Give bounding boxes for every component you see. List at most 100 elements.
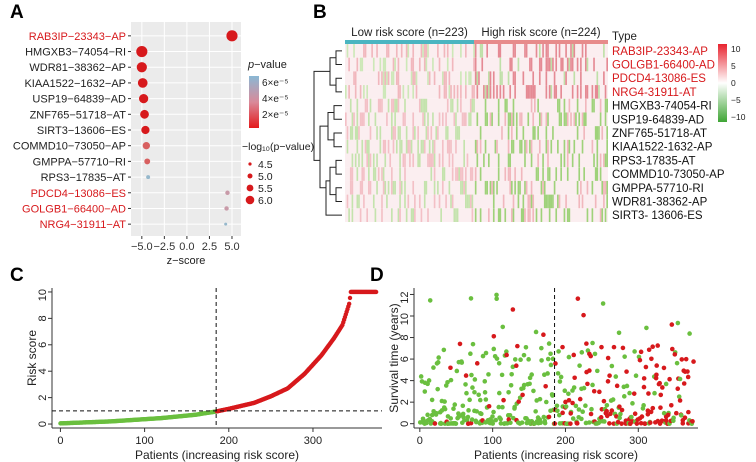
alive-point — [644, 325, 649, 331]
y-tick-label: 8 — [399, 335, 411, 341]
heatmap-cell — [573, 112, 576, 127]
heatmap-cell — [603, 44, 605, 58]
heatmap-cell — [466, 194, 469, 209]
dead-point — [605, 355, 611, 361]
alive-point — [512, 357, 518, 362]
heatmap-cell — [455, 126, 457, 140]
heatmap-cell — [463, 153, 465, 168]
heatmap-cell — [359, 180, 362, 195]
alive-point — [571, 385, 577, 390]
heatmap-cell — [568, 57, 571, 72]
dead-point — [677, 398, 683, 403]
heatmap-cell — [471, 98, 474, 113]
heatmap-cell — [372, 167, 375, 181]
alive-point — [539, 358, 544, 363]
heatmap-cell — [489, 180, 492, 195]
heatmap-cell — [578, 167, 581, 181]
heatmap-cell — [514, 44, 516, 58]
heatmap-cell — [369, 98, 372, 113]
heatmap-cell — [483, 153, 485, 168]
heatmap-cell — [507, 126, 510, 140]
x-axis-label: z−score — [167, 255, 206, 267]
dead-point — [516, 399, 521, 404]
heatmap-cell — [446, 57, 449, 72]
heatmap-cell — [427, 71, 429, 86]
heatmap-cell — [451, 167, 454, 181]
heatmap-cell — [599, 167, 602, 181]
alive-point — [510, 364, 516, 370]
heatmap-cell — [391, 98, 393, 113]
alive-point — [562, 388, 568, 394]
dead-point — [658, 405, 663, 410]
dead-point — [655, 343, 661, 348]
alive-point — [465, 414, 471, 420]
alive-point — [459, 360, 465, 365]
heatmap-cell — [558, 44, 561, 58]
heatmap-cell — [432, 57, 434, 72]
heatmap-cell — [552, 194, 554, 209]
heatmap-cell — [448, 180, 451, 195]
heatmap-cell — [433, 71, 436, 86]
heatmap-cell — [571, 44, 574, 58]
heatmap-cell — [356, 139, 359, 154]
heatmap-cell — [423, 98, 426, 113]
heatmap-cell — [440, 208, 442, 222]
heatmap-cell — [529, 139, 531, 154]
heatmap-cell — [529, 208, 531, 222]
pvalue-tick-label: 4×e⁻⁵ — [262, 94, 288, 105]
pvalue-tick-label: 6×e⁻⁵ — [262, 78, 288, 89]
heatmap-cell — [384, 180, 387, 195]
heatmap-cell — [584, 85, 587, 99]
heatmap-cell — [455, 139, 457, 154]
heatmap-cell — [529, 57, 531, 72]
heatmap-cell — [584, 98, 587, 113]
heatmap-cell — [446, 126, 449, 140]
heatmap-cell — [532, 194, 535, 209]
x-tick-label: −5.0 — [131, 241, 153, 253]
heatmap-cell — [522, 126, 525, 140]
dead-point — [642, 421, 647, 426]
heatmap-cell — [550, 85, 553, 99]
heatmap-cell — [346, 44, 349, 58]
heatmap-cell — [437, 44, 439, 58]
x-axis-label: Patients (increasing risk score) — [135, 448, 299, 462]
heatmap-cell — [511, 180, 513, 195]
heatmap-cell — [399, 194, 401, 209]
heatmap-cell — [560, 153, 562, 168]
heatmap-cell — [417, 126, 419, 140]
alive-point — [602, 419, 607, 424]
dead-point — [683, 356, 689, 362]
heatmap-cell — [412, 44, 415, 58]
heatmap-cell — [395, 71, 398, 86]
heatmap-cell — [570, 57, 572, 72]
y-tick-label: 4 — [399, 378, 411, 384]
heatmap-cell — [435, 126, 438, 140]
heatmap-cell — [433, 194, 436, 209]
heatmap-scale-label: 10 — [731, 44, 741, 54]
heatmap-cell — [455, 167, 457, 181]
heatmap-cell — [443, 71, 446, 86]
heatmap-cell — [484, 98, 487, 113]
dead-point — [668, 402, 674, 408]
heatmap-cell — [598, 126, 600, 140]
heatmap-cell — [573, 71, 576, 86]
heatmap-cell — [446, 139, 449, 154]
heatmap-cell — [354, 126, 357, 140]
dead-point — [510, 307, 516, 312]
heatmap-cell — [483, 85, 485, 99]
heatmap-cell — [361, 153, 364, 168]
heatmap-cell — [428, 139, 431, 154]
heatmap-cell — [558, 98, 561, 113]
legend-size-title: −log₁₀(p−value) — [242, 141, 314, 153]
heatmap-cell — [414, 71, 416, 86]
heatmap-cell — [514, 167, 516, 181]
dead-point — [619, 421, 624, 426]
alive-point — [507, 412, 513, 418]
heatmap-cell — [349, 167, 352, 181]
alive-point — [468, 296, 474, 301]
heatmap-cell — [445, 194, 447, 209]
heatmap-cell — [368, 139, 370, 154]
heatmap-cell — [358, 194, 360, 209]
alive-point — [460, 411, 466, 417]
heatmap-cell — [547, 167, 549, 181]
